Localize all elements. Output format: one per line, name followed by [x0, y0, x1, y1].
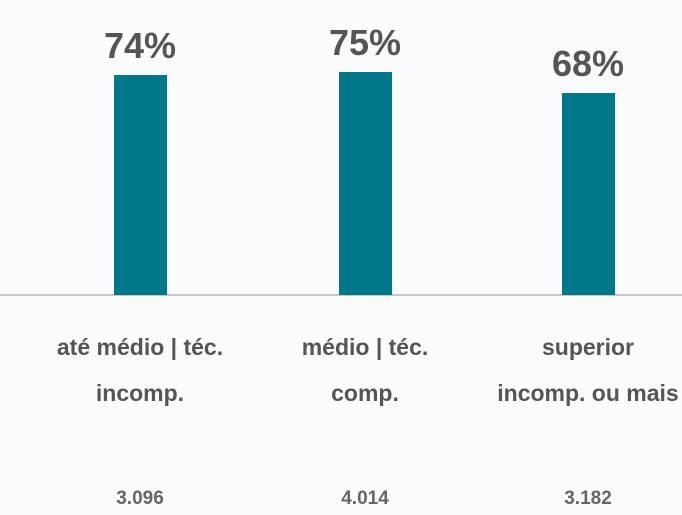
- baseline: [0, 294, 682, 296]
- category-label: superior incomp. ou mais: [497, 334, 679, 406]
- value-label: 74%: [103, 25, 177, 67]
- bar: [338, 72, 392, 295]
- value-label: 75%: [328, 22, 402, 64]
- sample-size: 3.096: [116, 488, 164, 509]
- bar: [113, 75, 167, 295]
- value-label: 68%: [551, 43, 625, 85]
- category-label: até médio | téc. incomp.: [56, 334, 224, 406]
- category-label: médio | téc. comp.: [301, 334, 429, 406]
- bar: [561, 93, 615, 295]
- sample-size: 4.014: [341, 488, 389, 509]
- sample-size: 3.182: [564, 488, 612, 509]
